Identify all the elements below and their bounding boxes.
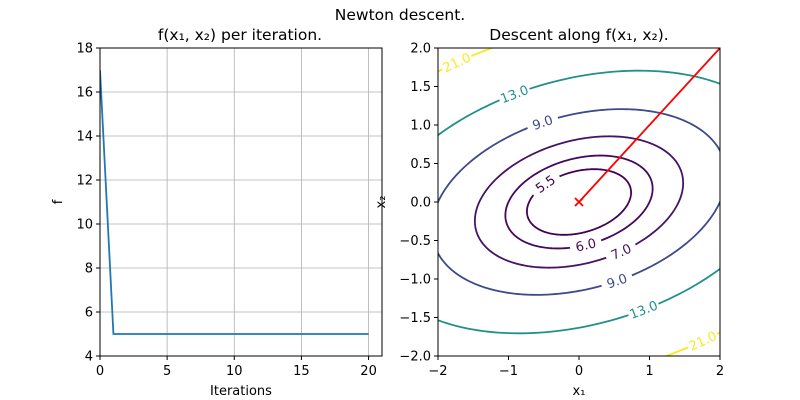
x-tick-label: 0 (575, 364, 583, 379)
contour-label-13.0: 13.0 (496, 80, 533, 109)
x-tick-label: 5 (163, 364, 171, 379)
contour-label-13.0: 13.0 (625, 295, 662, 324)
right-chart-y-ticks: −2.0 −1.5 −1.0 −0.5 0.0 0.5 1.0 1.5 2.0 (399, 42, 438, 365)
y-tick-label: 10 (76, 218, 93, 233)
left-chart-panel: f(x₁, x₂) per iteration. 0 5 10 15 20 4 6 8 10 1… (51, 26, 383, 399)
y-tick-label: 18 (76, 42, 93, 57)
right-chart-x-label: x₁ (573, 384, 586, 399)
contour-label-text: 9.0 (531, 113, 555, 134)
left-chart-x-ticks: 0 5 10 15 20 (96, 356, 377, 379)
left-chart-grid (99, 47, 382, 357)
x-tick-label: 2 (716, 364, 724, 379)
minimum-marker (574, 197, 584, 207)
x-tick-label: 20 (360, 364, 377, 379)
descent-path-layer (574, 48, 720, 207)
left-chart-x-label: Iterations (210, 384, 272, 399)
contour-label-21.0: 21.0 (438, 47, 475, 78)
right-chart-y-label: x₂ (374, 196, 389, 209)
descent-path-line (578, 48, 720, 203)
left-chart-y-ticks: 4 6 8 10 12 14 16 18 (76, 42, 100, 365)
y-tick-label: 1.5 (410, 80, 431, 95)
contour-label-text: 21.0 (687, 329, 720, 355)
x-tick-label: −1 (499, 364, 518, 379)
left-chart-plot-area (100, 69, 369, 335)
contour-label-6.0: 6.0 (568, 232, 604, 258)
contour-label-text: 6.0 (574, 236, 598, 255)
left-chart-frame (99, 47, 383, 357)
right-chart-plot-area (438, 48, 720, 356)
contour-label-bg (598, 267, 635, 295)
y-tick-label: 16 (76, 86, 93, 101)
contour-label-bg (684, 326, 721, 356)
contour-label-bg (602, 237, 640, 267)
contour-label-bg (524, 108, 561, 137)
right-chart-x-ticks: −2 −1 0 1 2 (428, 356, 724, 379)
contour-label-bg (625, 295, 662, 324)
contour-label-9.0: 9.0 (598, 267, 635, 295)
contour-label-text: 9.0 (605, 271, 629, 292)
y-tick-label: 12 (76, 174, 93, 189)
x-tick-label: 10 (226, 364, 243, 379)
contour-label-bg (527, 167, 564, 201)
contour-line-7.0 (473, 135, 685, 269)
y-tick-label: 14 (76, 130, 93, 145)
y-tick-label: −2.0 (399, 350, 431, 365)
contour-label-21.0: 21.0 (684, 326, 721, 356)
contour-label-bg (438, 47, 475, 78)
y-tick-label: 1.0 (410, 119, 431, 134)
x-tick-label: −2 (428, 364, 447, 379)
contour-label-9.0: 9.0 (524, 108, 561, 137)
y-tick-label: 0.0 (410, 196, 431, 211)
contour-label-bg (496, 80, 533, 109)
y-tick-label: 8 (85, 262, 93, 277)
contour-label-bg (568, 232, 604, 258)
y-tick-label: −1.0 (399, 273, 431, 288)
left-chart-y-label: f (51, 199, 66, 204)
y-tick-label: 4 (85, 350, 93, 365)
y-tick-label: −1.5 (399, 311, 431, 326)
y-tick-label: −0.5 (399, 234, 431, 249)
contour-label-text: 21.0 (441, 51, 474, 77)
contour-line-6.0 (504, 154, 654, 250)
left-chart-title: f(x₁, x₂) per iteration. (158, 26, 322, 44)
x-tick-label: 15 (293, 364, 310, 379)
contour-label-7.0: 7.0 (602, 237, 640, 267)
x-tick-label: 0 (96, 364, 104, 379)
x-tick-label: 1 (645, 364, 653, 379)
right-chart-title: Descent along f(x₁, x₂). (489, 26, 668, 44)
contour-line-13.0 (438, 69, 720, 335)
figure-suptitle: Newton descent. (335, 6, 465, 24)
f-per-iteration-line (100, 69, 369, 335)
y-tick-label: 0.5 (410, 157, 431, 172)
right-chart-panel: Descent along f(x₁, x₂). 5.56.0 7.09.09.0… (374, 26, 724, 399)
contour-line-9.0 (438, 108, 720, 296)
y-tick-label: 2.0 (410, 42, 431, 57)
y-tick-label: 6 (85, 306, 93, 321)
